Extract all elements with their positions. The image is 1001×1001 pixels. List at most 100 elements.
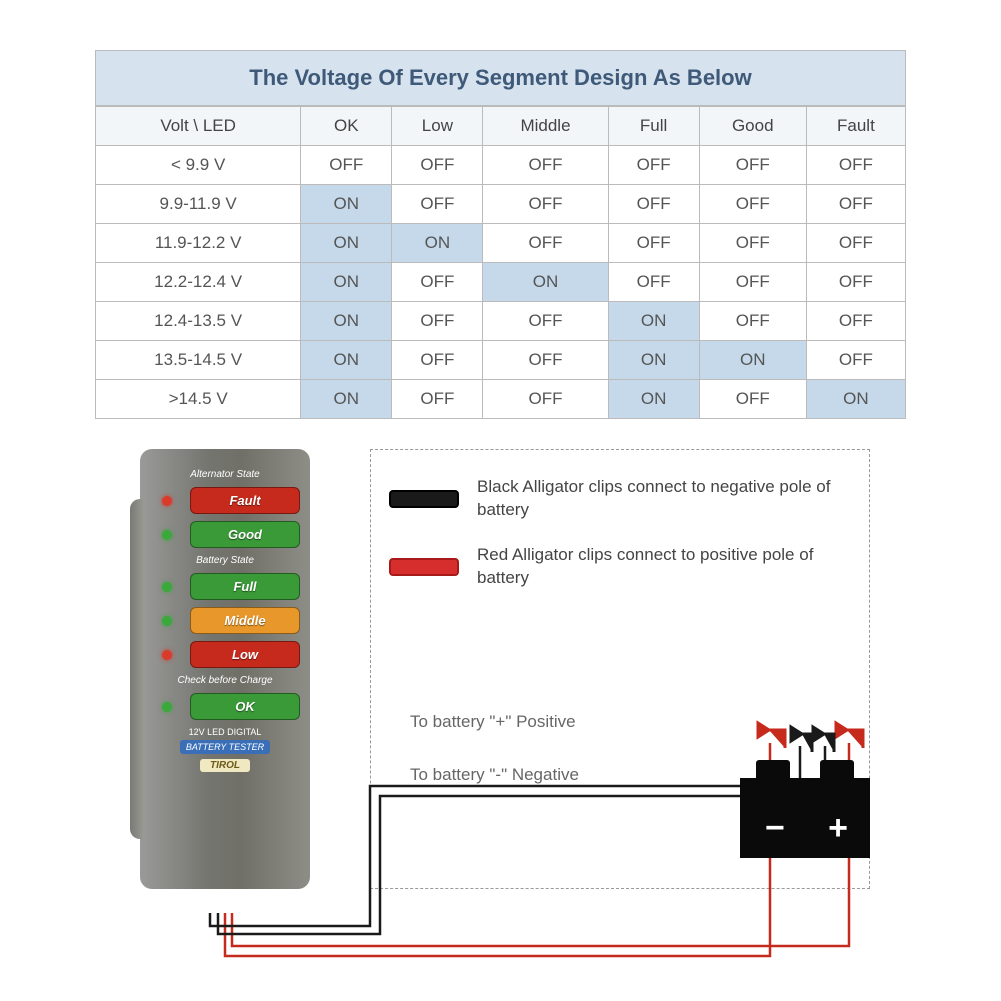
table-header: Low — [392, 107, 483, 146]
led-cell: OFF — [483, 146, 608, 185]
battery-plus-icon: + — [828, 809, 848, 848]
led-cell: OFF — [392, 185, 483, 224]
state-button-full: Full — [190, 573, 300, 600]
battery: − + — [740, 778, 870, 858]
led-cell: OFF — [608, 146, 699, 185]
led-cell: OFF — [699, 185, 806, 224]
led-cell: ON — [608, 302, 699, 341]
led-cell: ON — [301, 341, 392, 380]
led-cell: OFF — [483, 302, 608, 341]
led-red-icon — [162, 650, 172, 660]
voltage-table: Volt \ LEDOKLowMiddleFullGoodFault < 9.9… — [95, 106, 906, 419]
led-red-icon — [162, 496, 172, 506]
tester-device: Alternator State Fault Good Battery State F… — [140, 449, 310, 889]
table-header: Good — [699, 107, 806, 146]
led-cell: OFF — [806, 263, 905, 302]
battery-tester-label: BATTERY TESTER — [180, 740, 270, 754]
alligator-clip-red-1 — [755, 720, 789, 748]
state-button-middle: Middle — [190, 607, 300, 634]
led-cell: OFF — [483, 380, 608, 419]
state-button-ok: OK — [190, 693, 300, 720]
table-row: >14.5 VONOFFOFFONOFFON — [96, 380, 906, 419]
battery-state-label: Battery State — [150, 555, 300, 566]
alligator-clip-black-2 — [810, 724, 844, 752]
state-button-fault: Fault — [190, 487, 300, 514]
led-cell: OFF — [483, 224, 608, 263]
table-row: 12.4-13.5 VONOFFOFFONOFFOFF — [96, 302, 906, 341]
table-row: 13.5-14.5 VONOFFOFFONONOFF — [96, 341, 906, 380]
table-header: Full — [608, 107, 699, 146]
led-cell: OFF — [699, 263, 806, 302]
led-green-icon — [162, 530, 172, 540]
led-cell: OFF — [608, 224, 699, 263]
black-clip-icon — [389, 490, 459, 508]
positive-wire-label: To battery "+" Positive — [410, 712, 576, 732]
volt-label: 9.9-11.9 V — [96, 185, 301, 224]
state-button-good: Good — [190, 521, 300, 548]
led-cell: OFF — [806, 341, 905, 380]
led-cell: OFF — [699, 380, 806, 419]
table-header: Volt \ LED — [96, 107, 301, 146]
led-cell: OFF — [608, 185, 699, 224]
led-green-icon — [162, 616, 172, 626]
led-row: Full — [150, 573, 300, 600]
volt-label: 12.2-12.4 V — [96, 263, 301, 302]
led-green-icon — [162, 702, 172, 712]
volt-label: < 9.9 V — [96, 146, 301, 185]
led-cell: OFF — [301, 146, 392, 185]
led-cell: ON — [392, 224, 483, 263]
state-button-low: Low — [190, 641, 300, 668]
battery-minus-icon: − — [765, 809, 785, 848]
table-header: Middle — [483, 107, 608, 146]
table-header: Fault — [806, 107, 905, 146]
led-cell: ON — [301, 302, 392, 341]
led-green-icon — [162, 582, 172, 592]
volt-label: 13.5-14.5 V — [96, 341, 301, 380]
led-cell: OFF — [483, 185, 608, 224]
led-cell: OFF — [392, 341, 483, 380]
led-cell: ON — [608, 380, 699, 419]
led-cell: OFF — [608, 263, 699, 302]
led-row: Low — [150, 641, 300, 668]
led-row: Good — [150, 521, 300, 548]
black-clip-text: Black Alligator clips connect to negativ… — [477, 476, 851, 522]
brand-label: TIROL — [200, 759, 250, 772]
red-clip-icon — [389, 558, 459, 576]
led-row: Fault — [150, 487, 300, 514]
led-cell: ON — [301, 380, 392, 419]
led-row: OK — [150, 693, 300, 720]
volt-label: 11.9-12.2 V — [96, 224, 301, 263]
led-cell: ON — [483, 263, 608, 302]
led-cell: ON — [301, 263, 392, 302]
table-row: < 9.9 VOFFOFFOFFOFFOFFOFF — [96, 146, 906, 185]
led-cell: OFF — [699, 146, 806, 185]
led-cell: OFF — [392, 263, 483, 302]
led-row: Middle — [150, 607, 300, 634]
led-cell: ON — [301, 185, 392, 224]
red-clip-text: Red Alligator clips connect to positive … — [477, 544, 851, 590]
led-cell: OFF — [806, 224, 905, 263]
table-row: 11.9-12.2 VONONOFFOFFOFFOFF — [96, 224, 906, 263]
battery-terminal-neg — [756, 760, 790, 778]
led-cell: OFF — [806, 146, 905, 185]
led-cell: ON — [301, 224, 392, 263]
volt-label: 12.4-13.5 V — [96, 302, 301, 341]
table-row: 12.2-12.4 VONOFFONOFFOFFOFF — [96, 263, 906, 302]
digital-label: 12V LED DIGITAL — [150, 727, 300, 737]
check-label: Check before Charge — [150, 675, 300, 686]
negative-wire-label: To battery "-" Negative — [410, 765, 579, 785]
led-cell: ON — [699, 341, 806, 380]
table-header: OK — [301, 107, 392, 146]
table-row: 9.9-11.9 VONOFFOFFOFFOFFOFF — [96, 185, 906, 224]
led-cell: ON — [608, 341, 699, 380]
table-title: The Voltage Of Every Segment Design As B… — [95, 50, 906, 106]
led-cell: OFF — [483, 341, 608, 380]
alternator-label: Alternator State — [150, 469, 300, 480]
led-cell: OFF — [699, 224, 806, 263]
led-cell: OFF — [699, 302, 806, 341]
volt-label: >14.5 V — [96, 380, 301, 419]
battery-terminal-pos — [820, 760, 854, 778]
led-cell: OFF — [392, 380, 483, 419]
led-cell: OFF — [806, 302, 905, 341]
led-cell: OFF — [392, 146, 483, 185]
